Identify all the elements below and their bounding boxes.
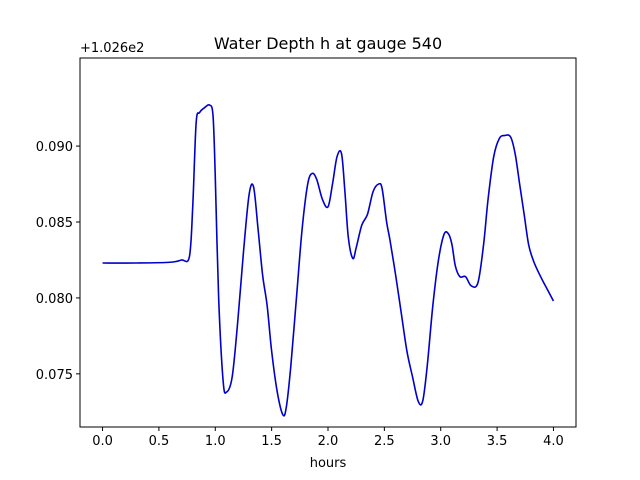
x-tick-label: 2.5 xyxy=(374,434,395,449)
x-tick-label: 0.5 xyxy=(149,434,170,449)
x-tick-label: 4.0 xyxy=(543,434,564,449)
x-tick-label: 2.0 xyxy=(318,434,339,449)
x-tick-label: 0.0 xyxy=(92,434,113,449)
plot-area xyxy=(102,103,555,417)
x-tick-label: 1.5 xyxy=(261,434,282,449)
chart-title: Water Depth h at gauge 540 xyxy=(214,34,442,53)
y-axis-ticks: 0.075 0.080 0.085 0.090 xyxy=(36,140,80,383)
y-offset-label: +1.026e2 xyxy=(80,41,144,56)
x-tick-label: 3.5 xyxy=(487,434,508,449)
series-line xyxy=(102,103,555,417)
y-tick-label: 0.090 xyxy=(36,140,73,155)
x-axis-ticks: 0.0 0.5 1.0 1.5 2.0 2.5 3.0 3.5 4.0 xyxy=(92,427,564,449)
x-tick-label: 3.0 xyxy=(430,434,451,449)
x-tick-label: 1.0 xyxy=(205,434,226,449)
y-tick-label: 0.085 xyxy=(36,216,73,231)
x-axis-label: hours xyxy=(310,456,347,471)
y-tick-label: 0.080 xyxy=(36,292,73,307)
y-tick-label: 0.075 xyxy=(36,368,73,383)
